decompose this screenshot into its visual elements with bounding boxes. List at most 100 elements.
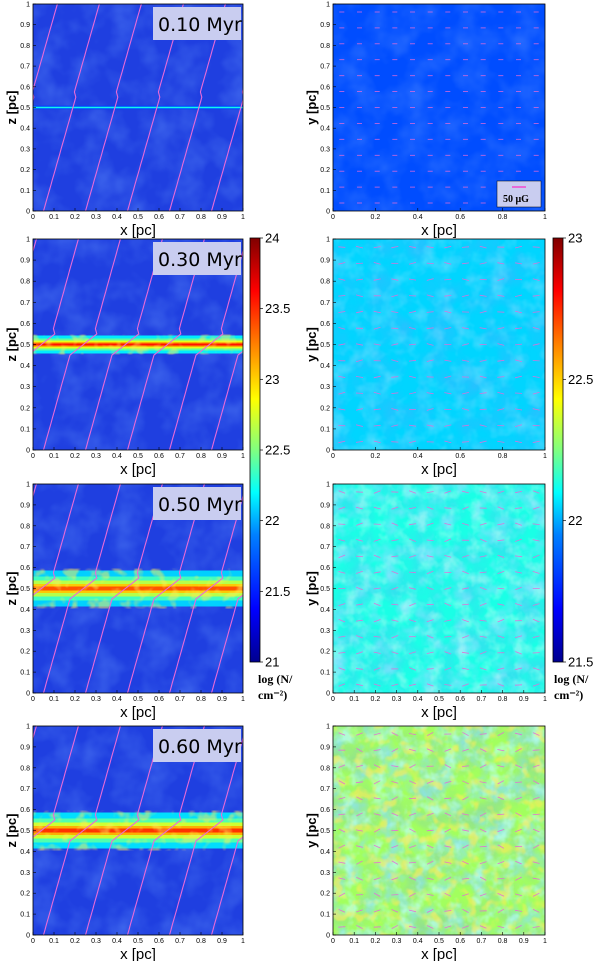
x-tick-label: 0.7 (175, 696, 185, 703)
field-vector (444, 812, 452, 817)
y-tick-label: 0.2 (320, 891, 330, 898)
y-tick-label: 0.7 (20, 786, 30, 793)
field-vector (426, 539, 434, 541)
field-vector (391, 683, 399, 687)
field-vector (479, 845, 487, 848)
field-vector (479, 408, 487, 411)
field-vector (391, 812, 399, 817)
field-vector (338, 909, 346, 913)
field-vector (444, 278, 452, 281)
field-vector (479, 667, 487, 671)
field-vector (497, 376, 505, 378)
field-vector (391, 555, 399, 558)
x-tick-label: 0 (31, 453, 35, 460)
field-vector (391, 343, 399, 346)
field-vector (338, 278, 346, 281)
y-tick-label: 0.5 (20, 586, 30, 593)
colorbar-tick-label: 23 (265, 372, 279, 387)
field-vector (355, 294, 364, 298)
field-vector (497, 570, 505, 574)
field-vector (373, 311, 381, 314)
field-vector (338, 440, 346, 444)
field-vector (409, 587, 416, 590)
field-vector (461, 408, 470, 411)
field-vector (462, 731, 469, 737)
field-vector (338, 506, 346, 510)
field-vector (391, 392, 399, 394)
field-vector (391, 860, 399, 865)
field-vector (338, 327, 346, 330)
x-tick-label: 0 (331, 696, 335, 703)
field-line (210, 594, 243, 693)
field-vector (462, 813, 469, 816)
field-vector (532, 539, 540, 542)
field-vector (338, 797, 346, 800)
field-vector (444, 262, 452, 265)
field-vector (391, 539, 399, 542)
field-vector (461, 278, 470, 281)
time-label-box (153, 729, 241, 762)
field-vector (426, 491, 434, 493)
colorbar-2-unit-line-2: cm⁻²) (554, 688, 583, 702)
field-vector (373, 909, 381, 913)
field-vector (426, 311, 434, 313)
field-vector (532, 892, 540, 897)
field-vector (338, 391, 346, 395)
field-vector (426, 294, 434, 298)
y-axis-label: y [pc] (304, 327, 319, 362)
field-line (33, 239, 79, 352)
scale-bar-box (496, 180, 542, 208)
y-tick-label: 0.7 (320, 786, 330, 793)
field-vector (532, 603, 540, 606)
x-tick-label: 0.8 (498, 214, 508, 221)
field-vector (373, 490, 381, 494)
y-tick-label: 0.1 (20, 188, 30, 195)
panel-xy-2: 0 0.2 0.4 0.6 0.8 1 0 0.1 0.2 0.3 0.4 0.5 0.6 0.7 0.8 0… (304, 237, 547, 479)
x-tick-label: 0.8 (196, 214, 206, 221)
field-vector (444, 910, 452, 912)
colorbar-column-density-xy: 23 22.5 22 21.5 log (N/ cm⁻²) (552, 231, 593, 702)
y-tick-label: 0.4 (20, 363, 30, 370)
field-vector (338, 844, 346, 849)
y-tick-label: 0.9 (20, 744, 30, 751)
field-vector (497, 667, 505, 671)
y-tick-label: 0.7 (20, 64, 30, 71)
field-vector (479, 619, 487, 622)
field-line (84, 4, 142, 211)
x-tick-label: 0.4 (413, 214, 423, 221)
field-vector (514, 893, 523, 897)
field-vector (444, 375, 452, 379)
x-tick-label: 0.4 (413, 696, 423, 703)
field-vector (497, 844, 505, 849)
field-vector (373, 506, 381, 510)
field-line (210, 87, 243, 211)
field-vector (479, 440, 487, 444)
density-texture (333, 4, 545, 211)
y-tick-label: 0.3 (320, 870, 330, 877)
field-vector (355, 539, 364, 542)
field-vector (515, 828, 522, 833)
field-vector (479, 375, 487, 379)
x-tick-label: 0.7 (477, 938, 487, 945)
field-vector (532, 780, 540, 785)
field-vector (444, 636, 452, 638)
filament-texture (333, 726, 545, 935)
y-tick-label: 0.4 (20, 849, 30, 856)
field-vector (426, 555, 434, 558)
y-tick-label: 0.3 (320, 628, 330, 635)
field-vector (497, 618, 505, 623)
x-tick-label: 0.6 (455, 696, 465, 703)
field-vector (479, 392, 487, 394)
field-vector (514, 555, 523, 558)
field-vector (373, 828, 381, 833)
field-vector (373, 343, 381, 346)
field-vector (515, 571, 522, 574)
x-tick-label: 0.8 (196, 696, 206, 703)
field-vector (479, 861, 487, 865)
field-vector (426, 408, 434, 411)
field-vector (373, 844, 381, 849)
field-vector (497, 587, 505, 590)
field-vector (479, 522, 487, 526)
field-vector (408, 523, 417, 526)
field-vector (461, 343, 470, 346)
